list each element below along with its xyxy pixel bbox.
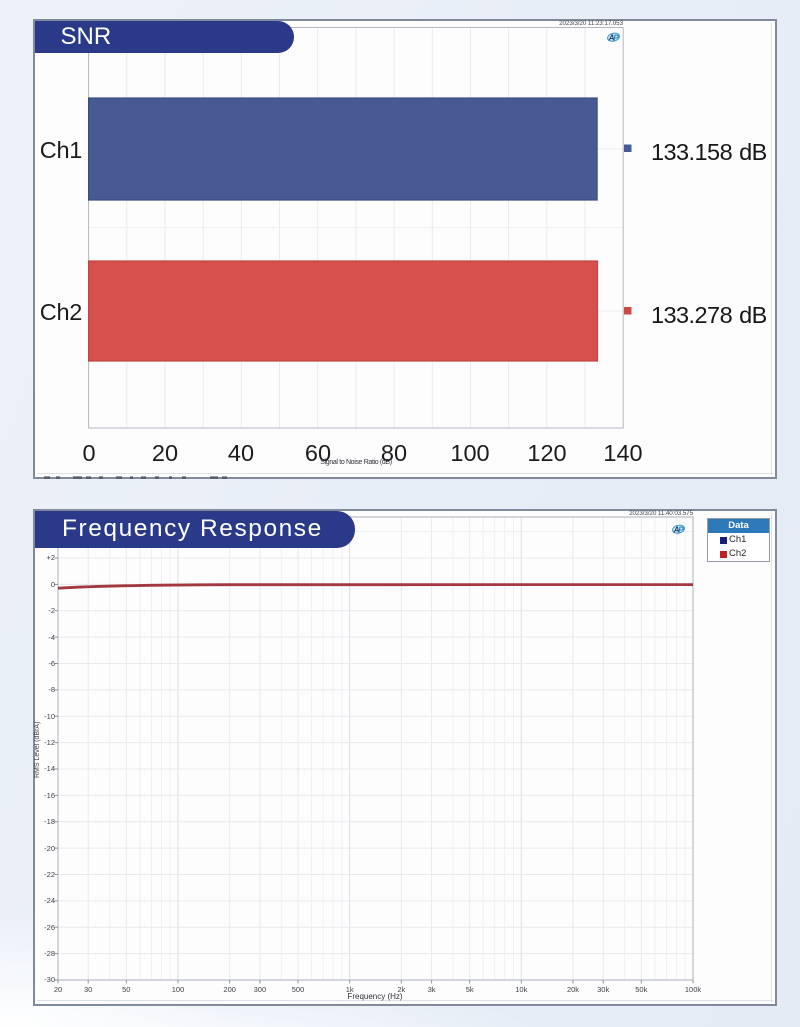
svg-text:A: A — [608, 33, 615, 42]
svg-text:P: P — [678, 525, 684, 534]
svg-text:A: A — [673, 525, 680, 534]
svg-text:P: P — [613, 33, 619, 42]
